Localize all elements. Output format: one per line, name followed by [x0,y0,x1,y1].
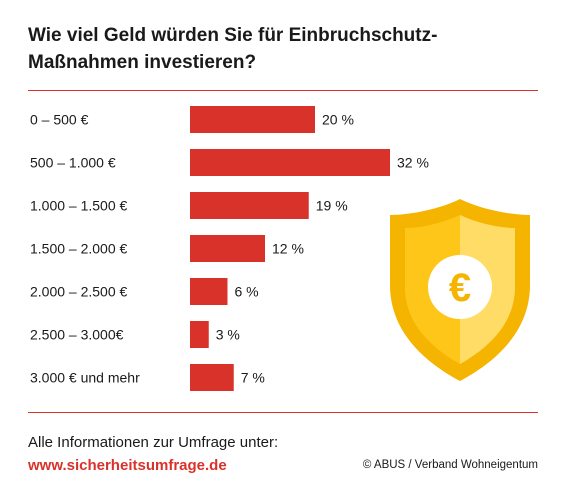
value-label: 7 % [241,370,265,386]
value-label: 32 % [397,155,429,171]
category-label: 500 – 1.000 € [30,155,116,171]
value-label: 3 % [216,327,240,343]
bar [190,278,228,305]
value-label: 19 % [316,198,348,214]
bar [190,192,309,219]
bar [190,364,234,391]
survey-link[interactable]: www.sicherheitsumfrage.de [28,457,227,474]
euro-symbol: € [449,266,471,310]
value-label: 6 % [235,284,259,300]
copyright-credit: © ABUS / Verband Wohneigentum [362,459,538,471]
value-label: 20 % [322,112,354,128]
coin-circle [428,255,492,319]
category-label: 2.000 – 2.500 € [30,284,128,300]
bottom-divider [28,412,538,413]
euro-shield-icon: € [390,199,530,381]
bar [190,321,209,348]
bar [190,106,315,133]
category-label: 1.500 – 2.000 € [30,241,128,257]
value-label: 12 % [272,241,304,257]
category-label: 3.000 € und mehr [30,370,140,386]
category-label: 2.500 – 3.000€ [30,327,124,343]
bar [190,149,390,176]
footer-info-text: Alle Informationen zur Umfrage unter: [28,434,279,451]
chart-title: Wie viel Geld würden Sie für Einbruchsch… [28,25,438,73]
category-label: 1.000 – 1.500 € [30,198,128,214]
category-label: 0 – 500 € [30,112,89,128]
bar-chart: 0 – 500 € 20 % 500 – 1.000 € 32 % 1.000 – 1.… [30,106,429,391]
bar [190,235,265,262]
top-divider [28,90,538,91]
